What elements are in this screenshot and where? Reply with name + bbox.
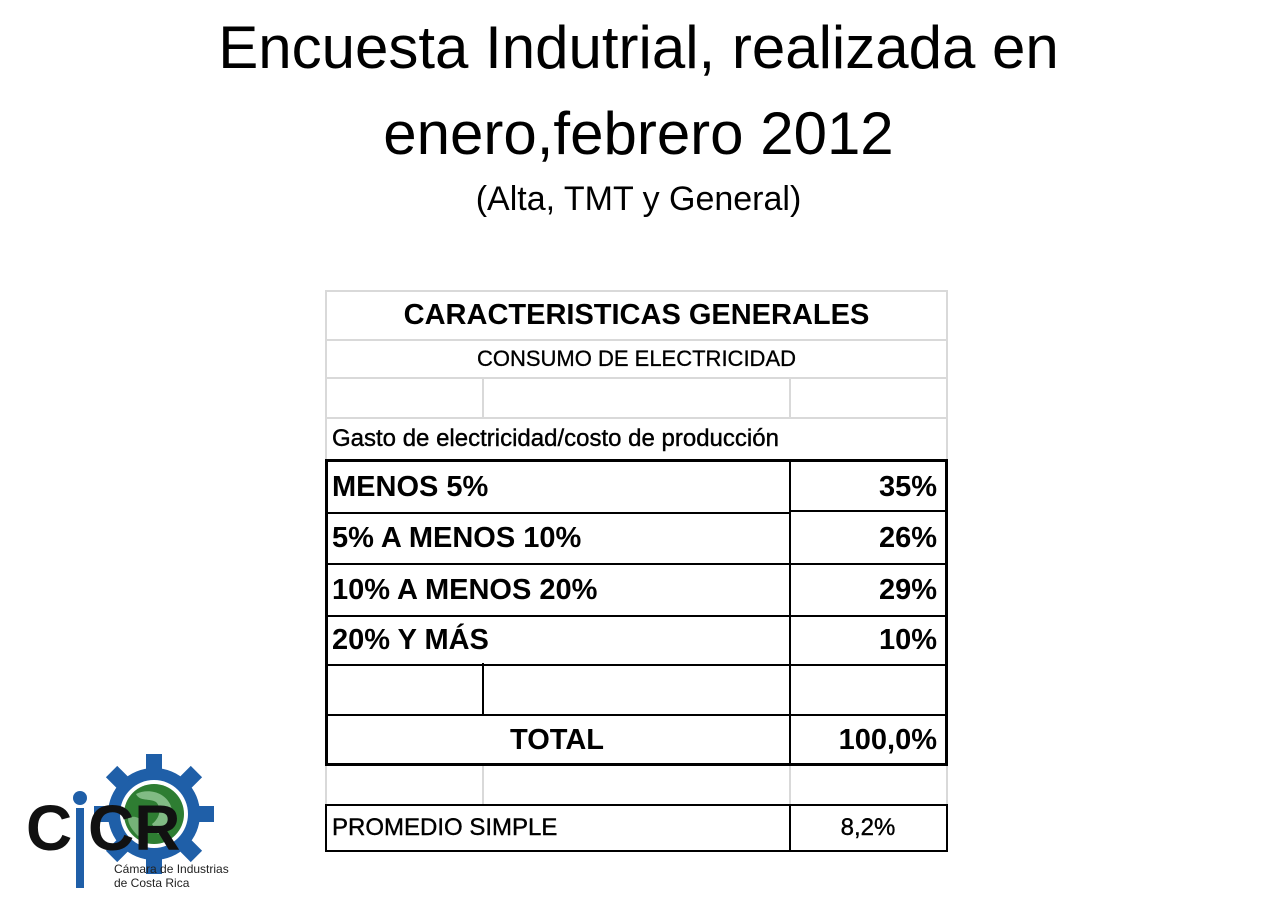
logo-name-line-2: de Costa Rica: [114, 876, 190, 890]
section-label: Gasto de electricidad/costo de producció…: [332, 425, 779, 452]
total-value: 100,0%: [838, 723, 937, 756]
row-divider: [789, 563, 948, 565]
column-divider: [789, 459, 791, 766]
grid-line: [325, 377, 948, 379]
row-label: 20% Y MÁS: [332, 624, 489, 656]
table-heading: CARACTERISTICAS GENERALES: [403, 299, 870, 331]
average-value: 8,2%: [840, 814, 896, 841]
grid-line: [325, 290, 327, 462]
grid-line: [946, 764, 948, 804]
grid-line: [325, 339, 948, 341]
grid-line: [325, 290, 948, 292]
cicr-logo-graphic: C CR: [26, 754, 214, 888]
row-value: 35%: [878, 470, 937, 503]
page-title-line-1: Encuesta Indutrial, realizada en: [218, 14, 1059, 81]
row-label: MENOS 5%: [332, 470, 489, 503]
characteristics-table: CARACTERISTICAS GENERALES CONSUMO DE ELE…: [325, 290, 948, 852]
page-title-line-2: enero,febrero 2012: [383, 100, 894, 167]
gear-icon: [94, 754, 214, 874]
table-subheading: CONSUMO DE ELECTRICIDAD: [476, 346, 797, 371]
data-block-border: [325, 459, 948, 766]
grid-line: [325, 764, 327, 804]
svg-text:CR: CR: [88, 792, 180, 864]
grid-line: [789, 764, 791, 804]
total-label: TOTAL: [510, 723, 604, 756]
page-subtitle: (Alta, TMT y General): [475, 180, 802, 218]
row-label: 10% A MENOS 20%: [332, 573, 598, 606]
grid-line: [482, 377, 484, 417]
average-block-border: [325, 804, 948, 852]
grid-line: [946, 290, 948, 462]
row-value: 10%: [878, 624, 937, 656]
logo-name-line-1: Cámara de Industrias: [114, 862, 229, 876]
row-divider: [325, 563, 789, 565]
column-divider: [482, 663, 484, 715]
row-divider: [325, 615, 948, 617]
svg-text:C: C: [26, 792, 72, 864]
grid-line: [482, 764, 484, 804]
cicr-logo: C CR Cámara de Industrias de Costa Rica: [24, 752, 229, 892]
grid-line: [789, 377, 791, 417]
grid-line: [325, 417, 948, 419]
row-value: 26%: [878, 522, 937, 554]
row-divider: [325, 714, 948, 716]
average-label: PROMEDIO SIMPLE: [332, 814, 558, 841]
row-divider: [325, 512, 789, 514]
row-divider: [789, 510, 948, 512]
row-label: 5% A MENOS 10%: [332, 522, 582, 554]
row-value: 29%: [878, 573, 937, 606]
row-divider: [325, 664, 948, 666]
column-divider: [789, 804, 791, 852]
